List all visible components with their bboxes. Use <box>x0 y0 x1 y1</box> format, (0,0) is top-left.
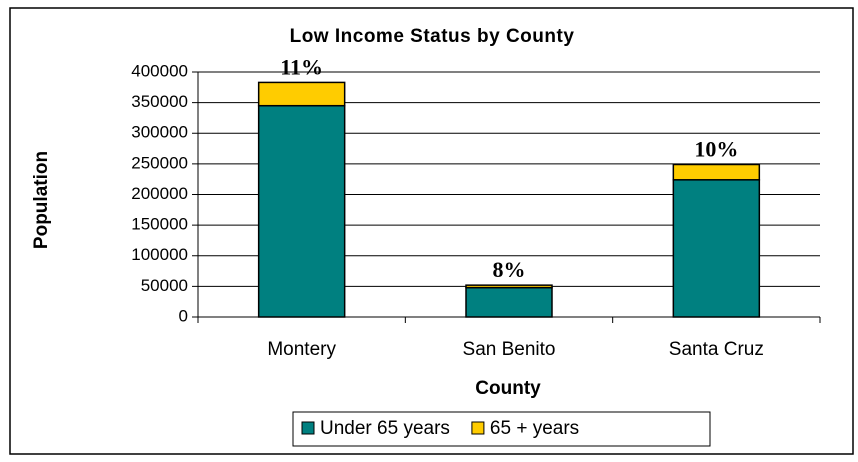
bar-segment <box>465 286 553 318</box>
bar-segment <box>672 179 761 318</box>
bar-segment <box>257 104 346 318</box>
x-tick-label: Montery <box>267 339 336 360</box>
y-tick-label: 400000 <box>131 61 188 80</box>
y-axis-title: Population <box>31 151 52 249</box>
legend-swatch <box>471 421 485 435</box>
y-tick-label: 0 <box>179 306 188 325</box>
y-tick-label: 150000 <box>131 215 188 234</box>
bar-annotation: 8% <box>493 257 526 282</box>
bar-annotation: 11% <box>280 54 323 79</box>
y-tick-label: 100000 <box>131 245 188 264</box>
x-axis-title: County <box>475 378 541 399</box>
y-tick-label: 200000 <box>131 184 188 203</box>
x-tick-label: Santa Cruz <box>669 339 764 360</box>
y-tick-label: 300000 <box>131 123 188 142</box>
chart-title: Low Income Status by County <box>290 26 575 47</box>
bar-segment <box>465 284 553 289</box>
y-tick-label: 50000 <box>141 276 188 295</box>
x-tick-label: San Benito <box>463 339 556 360</box>
y-tick-label: 350000 <box>131 92 188 111</box>
legend-label: 65 + years <box>490 418 579 439</box>
bar-segment <box>672 163 761 181</box>
legend-box <box>292 411 711 447</box>
bar-segment <box>257 81 346 107</box>
legend-swatch <box>301 421 315 435</box>
y-tick-label: 250000 <box>131 153 188 172</box>
legend-label: Under 65 years <box>320 418 450 439</box>
bar-annotation: 10% <box>694 137 738 162</box>
